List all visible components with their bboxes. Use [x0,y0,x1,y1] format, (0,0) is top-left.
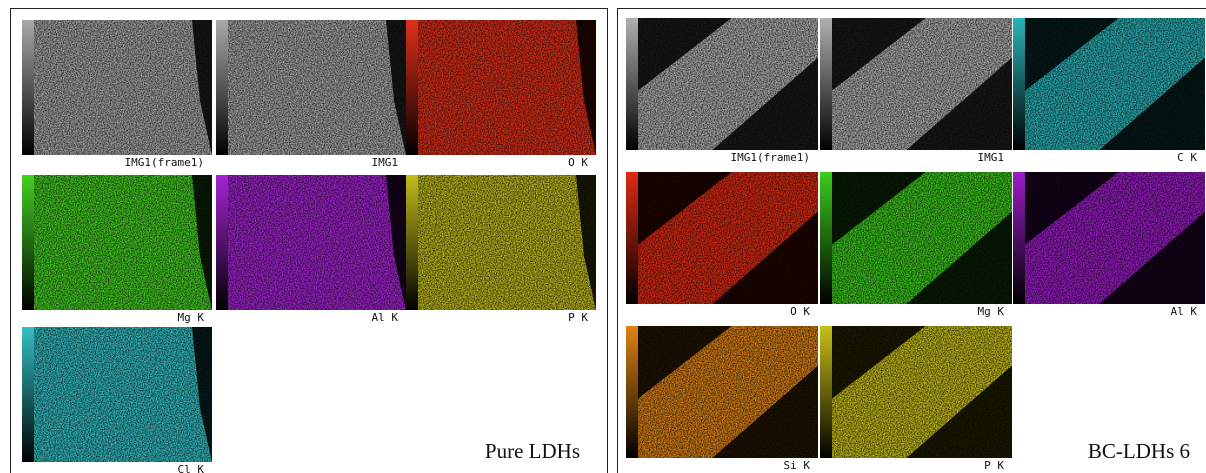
map-label: C K [1177,151,1197,164]
map-noise [228,20,406,155]
color-bar [216,175,228,310]
panel-label: BC-LDHs 6 [1088,439,1190,463]
map-label: IMG1(frame1) [125,156,204,169]
color-bar [626,172,638,304]
color-bar [820,326,832,458]
map-label: Mg K [978,305,1005,318]
map-noise [34,175,212,310]
map-label: IMG1(frame1) [731,151,810,164]
map-label: Si K [784,459,811,472]
color-bar [216,20,228,155]
color-bar [22,175,34,310]
map-label: Al K [372,311,399,324]
map-label: IMG1 [372,156,399,169]
color-bar [406,20,418,155]
color-bar [1013,172,1025,304]
figure: IMG1(frame1) IMG1 O K Mg K Al K P K Cl K Pure L… [0,0,1206,473]
color-bar [22,20,34,155]
map-label: Cl K [178,463,205,473]
map-label: P K [568,311,588,324]
map-label: P K [984,459,1004,472]
map-noise [418,20,596,155]
color-bar [820,18,832,150]
map-noise [418,175,596,310]
color-bar [406,175,418,310]
map-label: IMG1 [978,151,1005,164]
map-noise [228,175,406,310]
color-bar [1013,18,1025,150]
panel-label: Pure LDHs [485,439,580,463]
map-noise [34,327,212,462]
map-label: O K [568,156,588,169]
color-bar [626,326,638,458]
color-bar [22,327,34,462]
map-label: Al K [1171,305,1198,318]
color-bar [820,172,832,304]
map-noise [34,20,212,155]
color-bar [626,18,638,150]
map-label: Mg K [178,311,205,324]
map-label: O K [790,305,810,318]
